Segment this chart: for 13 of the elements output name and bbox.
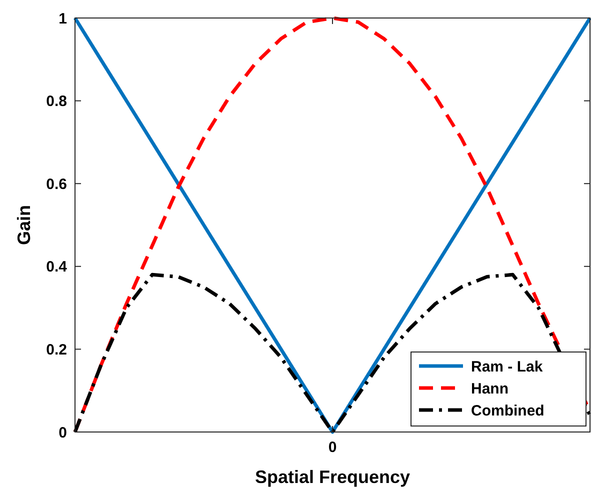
y-tick-label: 0.2 — [46, 341, 67, 358]
x-axis-title: Spatial Frequency — [254, 467, 410, 487]
legend-label: Ram - Lak — [471, 358, 544, 376]
y-tick-label: 0.8 — [46, 93, 67, 110]
y-tick-label: 0 — [58, 424, 67, 442]
y-tick-label: 1 — [58, 10, 67, 28]
legend-label: Hann — [471, 380, 508, 398]
y-tick-label: 0.6 — [46, 176, 67, 193]
legend-label: Combined — [471, 402, 544, 420]
y-tick-label: 0.4 — [46, 258, 68, 276]
line-series — [73, 272, 591, 434]
line-series — [73, 16, 591, 434]
y-axis-title: Gain — [14, 204, 34, 246]
